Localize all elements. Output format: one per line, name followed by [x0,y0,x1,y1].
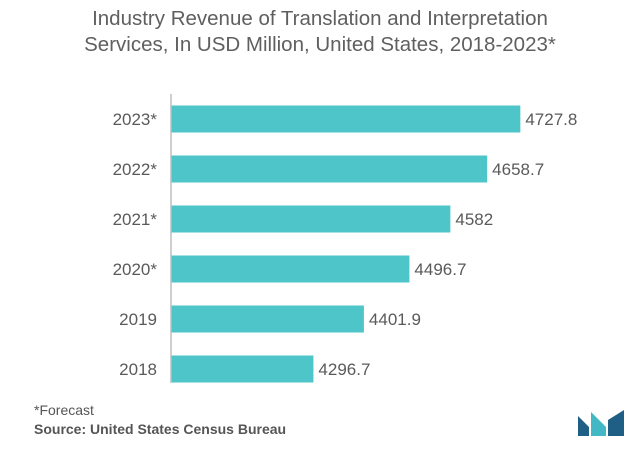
category-label-3: 2020* [113,260,158,279]
bar-4 [171,305,364,333]
logo-shape-mid [591,412,606,436]
category-label-5: 2018 [119,360,157,379]
chart-title-line-2: Services, In USD Million, United States,… [84,33,556,56]
logo-shape-left [578,416,589,436]
value-label-3: 4496.7 [414,260,466,279]
bar-0 [171,105,521,133]
category-label-2: 2021* [113,210,158,229]
bar-2 [171,205,451,233]
source-text: United States Census Bureau [90,421,287,437]
source-label: Source: [34,421,87,437]
bar-chart: 2023* 4727.8 2022* 4658.7 2021* 4582 2020* 4496… [113,94,577,383]
value-label-0: 4727.8 [525,110,577,129]
value-label-5: 4296.7 [318,360,370,379]
footnote: *Forecast [34,402,94,418]
value-label-4: 4401.9 [369,310,421,329]
category-label-4: 2019 [119,310,157,329]
category-label-1: 2022* [113,160,158,179]
bar-1 [171,155,488,183]
value-label-1: 4658.7 [492,160,544,179]
mordor-logo-icon [578,410,624,436]
logo-shape-right [608,410,624,436]
value-label-2: 4582 [455,210,493,229]
bar-5 [171,355,314,383]
source-note: Source: United States Census Bureau [34,421,286,437]
bar-3 [171,255,410,283]
chart-title: Industry Revenue of Translation and Inte… [0,6,640,58]
category-label-0: 2023* [113,110,158,129]
chart-title-line-1: Industry Revenue of Translation and Inte… [92,7,548,30]
